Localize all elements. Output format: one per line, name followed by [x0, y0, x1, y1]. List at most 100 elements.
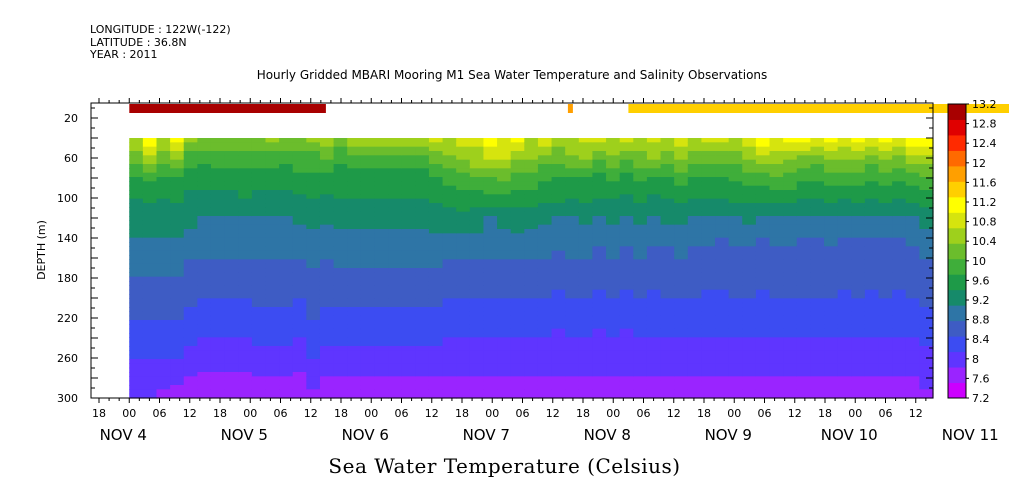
field-cell [170, 341, 185, 347]
field-cell [238, 350, 253, 356]
field-cell [742, 324, 757, 330]
field-cell [633, 385, 648, 390]
field-cell [783, 367, 798, 373]
field-cell [578, 389, 594, 395]
field-cell [892, 263, 907, 269]
field-cell [660, 211, 675, 217]
field-cell [824, 224, 839, 230]
field-cell [333, 385, 348, 390]
field-cell [388, 181, 403, 187]
field-cell [905, 389, 920, 395]
field-cell [456, 263, 471, 269]
field-cell [537, 255, 553, 260]
field-cell [810, 164, 825, 169]
field-cell [619, 389, 634, 395]
field-cell [905, 354, 920, 360]
field-cell [483, 311, 498, 317]
field-cell [170, 203, 185, 208]
field-cell [524, 224, 539, 230]
field-cell [388, 190, 403, 195]
field-cell [701, 380, 716, 386]
field-cell [578, 198, 594, 204]
field-cell [142, 259, 158, 265]
field-cell [442, 242, 457, 247]
field-cell [769, 159, 784, 165]
field-cell [510, 311, 525, 317]
field-cell [755, 142, 771, 148]
field-cell [592, 203, 607, 208]
field-cell [578, 367, 594, 373]
field-cell [905, 233, 920, 239]
field-cell [279, 298, 294, 304]
field-cell [442, 233, 457, 239]
field-cell [306, 172, 321, 178]
field-cell [769, 138, 784, 143]
field-cell [197, 393, 212, 399]
field-cell [578, 302, 594, 308]
field-cell [824, 263, 839, 269]
field-cell [238, 268, 253, 273]
field-cell [810, 242, 825, 247]
field-cell [783, 224, 798, 230]
field-cell [551, 289, 566, 295]
field-cell [919, 272, 934, 278]
field-cell [306, 255, 321, 260]
field-cell [347, 341, 362, 347]
field-cell [864, 320, 880, 325]
field-cell [742, 341, 757, 347]
field-cell [210, 190, 226, 195]
field-cell [497, 220, 512, 226]
field-cell [919, 242, 934, 247]
field-cell [224, 250, 239, 256]
field-cell [864, 337, 880, 343]
field-cell [565, 142, 580, 148]
field-cell [197, 151, 212, 156]
field-cell [319, 341, 335, 347]
field-cell [892, 194, 907, 200]
field-cell [306, 181, 321, 187]
field-cell [565, 281, 580, 286]
x-hour-label: 00 [243, 407, 257, 420]
field-cell [919, 285, 934, 291]
x-hour-label: 00 [606, 407, 620, 420]
field-cell [810, 168, 825, 174]
field-cell [742, 359, 757, 364]
field-cell [878, 320, 893, 325]
field-cell [292, 367, 307, 373]
field-cell [292, 177, 307, 182]
field-cell [619, 272, 634, 278]
field-cell [319, 393, 335, 399]
field-cell [415, 363, 430, 369]
field-cell [183, 224, 198, 230]
field-cell [347, 367, 362, 373]
field-cell [333, 285, 348, 291]
field-cell [919, 146, 934, 152]
x-hour-label: 12 [667, 407, 681, 420]
field-cell [687, 142, 703, 148]
field-cell [715, 224, 730, 230]
field-cell [851, 255, 866, 260]
field-cell [183, 346, 198, 351]
field-cell [578, 307, 594, 312]
field-cell [755, 220, 771, 226]
field-cell [347, 216, 362, 221]
field-cell [428, 272, 444, 278]
field-cell [251, 380, 267, 386]
field-cell [674, 159, 689, 165]
colorbar-segment [948, 243, 966, 260]
field-cell [524, 307, 539, 312]
field-cell [333, 346, 348, 351]
field-cell [497, 172, 512, 178]
field-cell [633, 367, 648, 373]
field-cell [633, 237, 648, 243]
field-cell [619, 307, 634, 312]
field-cell [783, 354, 798, 360]
field-cell [824, 380, 839, 386]
field-cell [347, 198, 362, 204]
field-cell [728, 350, 743, 356]
field-cell [442, 159, 457, 165]
field-cell [129, 146, 144, 152]
field-cell [837, 272, 852, 278]
field-cell [701, 172, 716, 178]
field-cell [442, 289, 457, 295]
